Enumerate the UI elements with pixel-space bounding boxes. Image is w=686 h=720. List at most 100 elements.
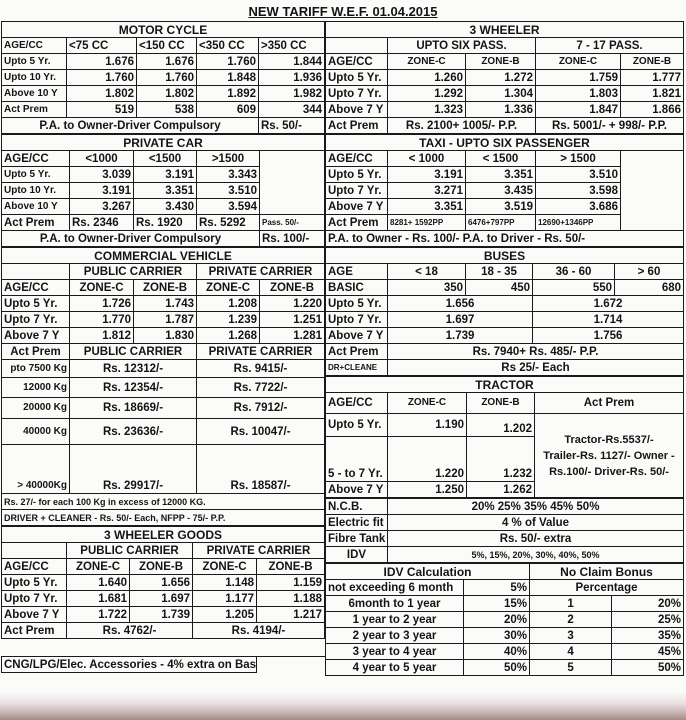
table-cell: Above 7 Y (325, 198, 388, 215)
table-cell: ZONE-B (465, 53, 536, 70)
table-cell: 1.743 (133, 295, 197, 312)
table-cell: Rs. 9415/- (196, 359, 325, 378)
table-cell: 40% (462, 643, 531, 660)
table-cell: AGE/CC (1, 150, 70, 167)
table-row: 6month to 1 year 15% 1 20% (325, 595, 684, 612)
table-cell: Rs. 7722/- (196, 377, 325, 398)
table-row: TAXI - UPTO SIX PASSENGER (325, 134, 684, 151)
table-cell: 1.640 (66, 574, 130, 591)
table-cell: Act Prem (1, 622, 67, 639)
table-row: Act Prem PUBLIC CARRIER PRIVATE CARRIER (1, 343, 325, 360)
table-cell: 1.232 (466, 436, 535, 482)
table-cell: 1.336 (465, 101, 536, 118)
table-cell: AGE/CC (325, 53, 388, 70)
table-cell: 1.787 (133, 311, 197, 328)
table-cell: 1.982 (258, 85, 325, 102)
table-row: 40000 Kg Rs. 23636/- Rs. 10047/- (1, 418, 325, 445)
table-row: Electric fit 4 % of Value (325, 514, 684, 531)
table-row: AGE/CC < 1000 < 1500 > 1500 (325, 150, 684, 231)
table-row: Act Prem Rs. 2100+ 1005/- P.P. Rs. 5001/- … (325, 117, 684, 134)
table-row: PUBLIC CARRIER PRIVATE CARRIER (1, 263, 325, 280)
table-cell: 3.351 (465, 166, 536, 183)
table-cell: Upto 10 Yr. (1, 182, 70, 199)
table-cell: 1.262 (466, 481, 535, 498)
table-cell: 1.847 (535, 101, 621, 118)
table-cell: Above 7 Y (325, 101, 388, 118)
table-cell: TAXI - UPTO SIX PASSENGER (325, 134, 684, 151)
table-cell: PRIVATE CARRIER (196, 343, 325, 360)
table-cell: Rs. 18587/- (196, 444, 325, 494)
table-cell: N.C.B. (325, 498, 388, 515)
table-cell: PRIVATE CARRIER (192, 542, 325, 559)
table-cell: Upto 7 Yr. (325, 85, 388, 102)
table-cell: 1.208 (196, 295, 260, 312)
table-row: Upto 7 Yr. 1.697 1.714 (325, 311, 684, 328)
table-cell: PUBLIC CARRIER (66, 542, 193, 559)
table-cell: 3.343 (196, 166, 260, 183)
table-row: Above 7 Y 1.722 1.739 1.205 1.217 (1, 606, 325, 623)
table-cell: Upto 5 Yr. (325, 295, 388, 312)
table-row: 12000 Kg Rs. 12354/- Rs. 7722/- (1, 377, 325, 398)
table-cell: 1.205 (192, 606, 257, 623)
table-cell: 12000 Kg (1, 377, 70, 398)
table-cell: 18 - 35 (465, 263, 533, 280)
table-row: Upto 7 Yr. 1.770 1.787 1.239 1.251 (1, 311, 325, 328)
table-cell: 1.250 (387, 481, 467, 498)
table-cell: Act Prem (325, 343, 388, 360)
table-cell: 3.519 (465, 198, 536, 215)
table-cell: Rs 25/- Each (387, 359, 684, 376)
table-row: not exceeding 6 month 5% Percentage (325, 579, 684, 596)
table-cell: 538 (136, 101, 197, 118)
table-cell: 50% (462, 659, 531, 676)
table-cell: Upto 7 Yr. (1, 590, 67, 607)
table-cell: Rs. 27/- for each 100 Kg in excess of 12… (1, 493, 325, 510)
table-cell: 1.759 (535, 69, 621, 86)
table-cell: 1.802 (66, 85, 137, 102)
empty-cell (325, 37, 388, 54)
table-cell: 3.510 (535, 166, 621, 183)
table-row: PUBLIC CARRIER PRIVATE CARRIER (1, 542, 325, 559)
table-cell: ZONE-B (129, 558, 193, 575)
table-cell: 3.510 (196, 182, 260, 199)
table-cell: Rs. 7912/- (196, 397, 325, 419)
tractor-act-prem: Tractor-Rs.5537/- Trailer-Rs. 1127/- Owne… (534, 413, 684, 498)
table-cell: 3.039 (69, 166, 134, 183)
table-cell: TRACTOR (325, 376, 684, 393)
table-cell: 1.802 (136, 85, 197, 102)
table-cell: 4 (529, 643, 613, 660)
table-row: Upto 5 Yr. 3.191 3.351 3.510 (325, 166, 684, 183)
table-row: Upto 10 Yr. 3.191 3.351 3.510 (1, 182, 325, 199)
table-cell: < 1500 (465, 150, 536, 167)
table-cell: Above 7 Y (1, 327, 70, 344)
table-cell: pto 7500 Kg (1, 359, 70, 378)
table-cell: ZONE-B (620, 53, 684, 70)
table-cell: Act Prem (534, 392, 684, 414)
table-cell: Rs. 50/- extra (387, 530, 684, 547)
table-cell: not exceeding 6 month (325, 579, 464, 596)
table-cell: <75 CC (66, 37, 137, 54)
table-cell: BUSES (325, 247, 684, 264)
motor-cycle-table: MOTOR CYCLE AGE/CC <75 CC <150 CC <350 CC >3… (1, 21, 325, 134)
table-cell: Fibre Tank (325, 530, 388, 547)
table-cell: 4 % of Value (387, 514, 684, 531)
table-cell: Act Prem (1, 214, 70, 231)
table-cell: BASIC (325, 279, 388, 296)
table-cell: >1500 (196, 150, 260, 167)
table-cell: 30% (462, 627, 531, 644)
table-row: Upto 7 Yr. 1.681 1.697 1.177 1.188 (1, 590, 325, 607)
table-row: BUSES (325, 247, 684, 264)
table-row: Above 7 Y 1.739 1.756 (325, 327, 684, 344)
table-cell: 20% (462, 611, 531, 628)
table-cell: < 1000 (387, 150, 466, 167)
table-row: Fibre Tank Rs. 50/- extra (325, 530, 684, 547)
table-cell: 5 (529, 659, 613, 676)
table-cell: Upto 5 Yr. (325, 166, 388, 183)
table-cell: 1.756 (532, 327, 684, 344)
private-car-table: PRIVATE CAR AGE/CC <1000 <1500 >1500 Upto 5… (1, 134, 325, 247)
table-row: AGE/CC ZONE-C ZONE-B ZONE-C ZONE-B (1, 279, 325, 296)
table-row: AGE < 18 18 - 35 36 - 60 > 60 (325, 263, 684, 280)
table-cell: 25% (611, 611, 684, 628)
table-cell: 5% (462, 579, 531, 596)
table-row: P.A. to Owner - Rs. 100/- P.A. to Driver… (325, 230, 684, 247)
table-cell: AGE/CC (1, 558, 67, 575)
